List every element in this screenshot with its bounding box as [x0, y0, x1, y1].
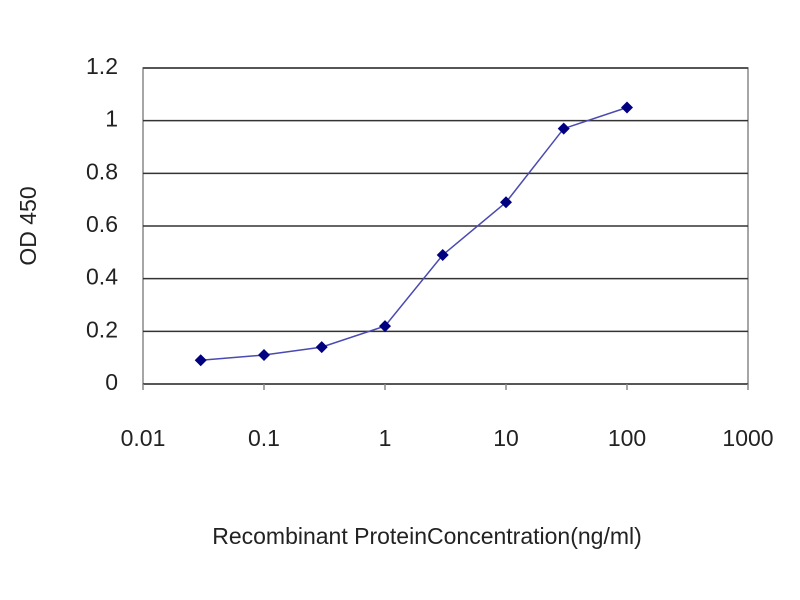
data-point [436, 248, 449, 261]
data-point [315, 341, 328, 354]
x-tick-label: 1 [379, 425, 392, 451]
x-tick-label: 100 [608, 425, 646, 451]
y-tick-label: 1 [105, 106, 118, 132]
data-point [557, 122, 570, 135]
data-line [200, 106, 628, 362]
x-axis-label: Recombinant ProteinConcentration(ng/ml) [212, 523, 642, 549]
x-tick-label: 10 [493, 425, 519, 451]
y-tick-label: 0.6 [86, 211, 118, 237]
data-point [379, 320, 391, 333]
data-point [621, 101, 633, 114]
y-axis-label: OD 450 [15, 186, 41, 265]
y-tick-label: 0 [105, 369, 118, 395]
y-tick-label: 0.8 [86, 158, 118, 184]
y-tick-label: 0.4 [86, 264, 118, 290]
x-tick-label: 0.1 [248, 425, 280, 451]
y-tick-label: 1.2 [86, 53, 118, 79]
data-point [500, 196, 512, 209]
x-tick-label: 0.01 [121, 425, 166, 451]
data-point [194, 354, 207, 367]
x-tick-label: 1000 [722, 425, 773, 451]
data-point [258, 349, 270, 362]
y-tick-label: 0.2 [86, 316, 118, 342]
